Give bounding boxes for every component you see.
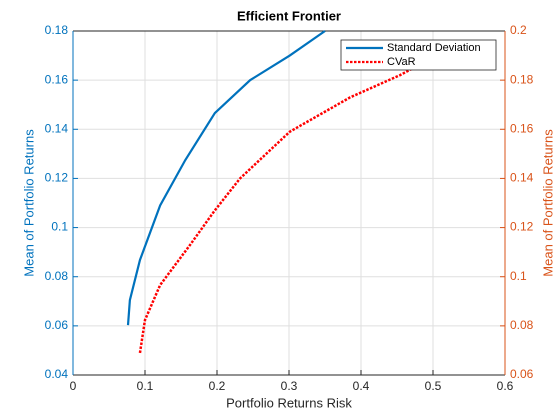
x-tick-label: 0.3 <box>281 379 298 393</box>
legend-label: CVaR <box>387 56 416 68</box>
y-tick-label: 0.04 <box>45 367 69 381</box>
legend: Standard Deviation CVaR <box>340 39 497 71</box>
y2-tick-label: 0.2 <box>510 23 527 37</box>
y-tick-label: 0.18 <box>45 23 69 37</box>
x-tick-label: 0.1 <box>137 379 154 393</box>
y2-tick-label: 0.08 <box>510 318 534 332</box>
y-axis-label: Mean of Portfolio Returns <box>21 129 36 277</box>
y-tick-label: 0.14 <box>45 121 69 135</box>
y-tick-label: 0.06 <box>45 318 69 332</box>
x-tick-label: 0.6 <box>497 379 514 393</box>
y2-tick-label: 0.1 <box>510 269 527 283</box>
y-tick-label: 0.08 <box>45 269 69 283</box>
x-tick-label: 0.2 <box>209 379 226 393</box>
y2-tick-label: 0.14 <box>510 171 534 185</box>
x-tick-label: 0.5 <box>425 379 442 393</box>
x-tick-label: 0.4 <box>353 379 370 393</box>
series-line <box>126 30 326 326</box>
legend-box <box>340 39 497 71</box>
y2-tick-label: 0.18 <box>510 72 534 86</box>
y2-tick-label: 0.12 <box>510 220 534 234</box>
legend-label: Standard Deviation <box>387 42 481 54</box>
y2-tick-label: 0.06 <box>510 367 534 381</box>
y-tick-label: 0.1 <box>51 220 68 234</box>
series-line <box>138 44 456 354</box>
y-tick-label: 0.16 <box>45 72 69 86</box>
y2-axis-label: Mean of Portfolio Returns <box>540 129 555 277</box>
y-tick-label: 0.12 <box>45 171 69 185</box>
chart-title: Efficient Frontier <box>237 8 341 23</box>
x-tick-label: 0 <box>70 379 77 393</box>
x-axis-label: Portfolio Returns Risk <box>226 395 352 410</box>
y2-tick-label: 0.16 <box>510 121 534 135</box>
